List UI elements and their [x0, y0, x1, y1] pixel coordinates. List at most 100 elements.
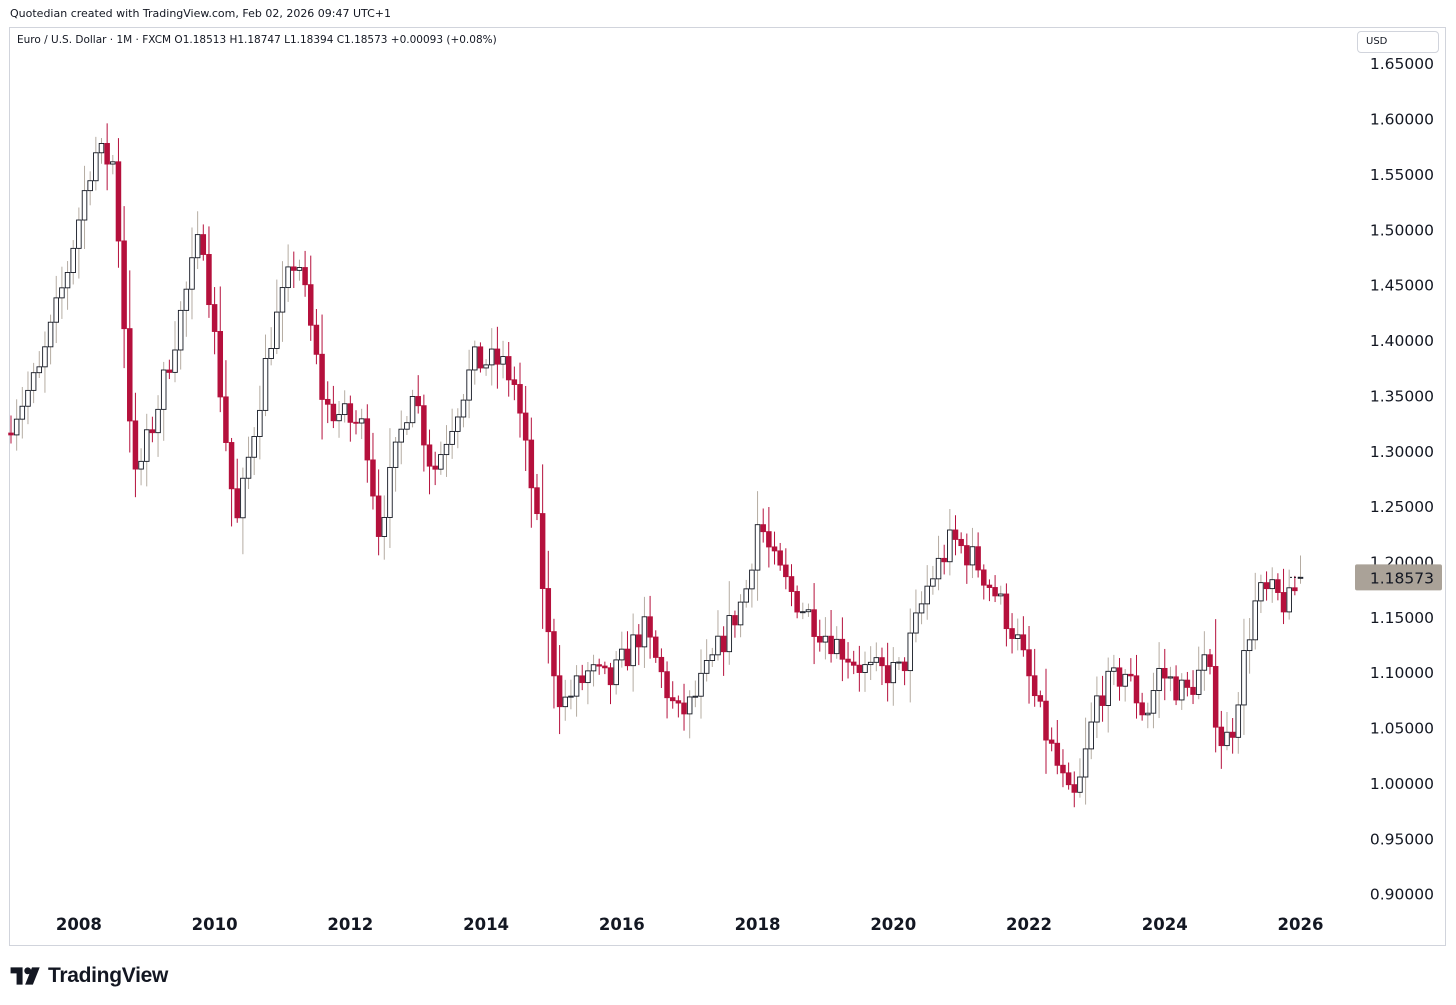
candle-body	[969, 546, 976, 566]
candle	[556, 645, 563, 735]
candle-body	[358, 418, 365, 424]
candle-body	[647, 616, 653, 638]
candle	[845, 642, 851, 679]
candle-body	[274, 311, 280, 349]
candle	[720, 626, 727, 676]
candle	[449, 408, 455, 459]
candle	[1014, 618, 1021, 651]
candle-body	[958, 538, 964, 547]
candle	[477, 342, 484, 373]
candle	[121, 206, 127, 369]
candle-body	[183, 288, 190, 311]
candle	[1037, 690, 1044, 708]
candle	[223, 360, 229, 452]
candle-body	[409, 396, 416, 424]
candle	[1235, 692, 1242, 754]
candle-body	[251, 436, 257, 458]
candle	[596, 658, 602, 675]
candle-body	[517, 384, 523, 414]
candle	[53, 275, 59, 344]
candle	[975, 532, 981, 578]
candle	[415, 375, 421, 414]
candle	[1060, 749, 1066, 788]
candle	[1286, 569, 1292, 620]
candle	[268, 327, 274, 366]
candle	[409, 389, 416, 428]
candle-body	[1173, 676, 1179, 701]
candle-body	[138, 460, 144, 470]
candle-body	[449, 430, 455, 445]
candle	[375, 469, 382, 556]
candle-body	[839, 638, 846, 660]
candle	[262, 334, 269, 417]
candle-body	[528, 439, 535, 489]
candle-body	[42, 346, 48, 368]
candle	[194, 211, 201, 270]
currency-button[interactable]: USD	[1357, 31, 1439, 53]
candle	[143, 413, 150, 487]
candle-body	[602, 665, 608, 669]
candle-body	[551, 631, 557, 677]
candle-body	[1026, 649, 1032, 677]
candle	[743, 579, 749, 608]
candle-body	[539, 513, 546, 589]
candle-body	[223, 396, 229, 443]
candle	[867, 646, 874, 681]
candle-body	[211, 304, 218, 332]
candle	[240, 467, 246, 555]
candle	[997, 585, 1004, 605]
candle	[590, 654, 597, 687]
candle-body	[166, 369, 173, 373]
candle-body	[291, 266, 297, 271]
candle	[850, 650, 857, 675]
candle-body	[19, 405, 26, 420]
candle-body	[607, 667, 614, 686]
x-axis-tick-label: 2020	[870, 915, 916, 934]
candle-body	[636, 634, 642, 648]
candle-body	[59, 287, 65, 299]
candle	[1111, 654, 1117, 686]
candle-body	[890, 661, 897, 684]
candle	[460, 393, 467, 428]
candle	[1088, 702, 1094, 760]
candle	[228, 437, 235, 527]
candle	[800, 602, 806, 620]
candle	[981, 564, 987, 600]
candle	[522, 385, 529, 472]
candle-body	[1167, 676, 1174, 679]
candle	[1201, 631, 1208, 691]
candle	[624, 631, 631, 671]
candle	[1009, 613, 1015, 654]
candle-body	[194, 234, 201, 259]
candle-body	[703, 660, 710, 674]
y-axis-tick-label: 1.30000	[1370, 443, 1434, 461]
candle	[330, 385, 337, 429]
candle-body	[856, 664, 863, 673]
candle	[200, 224, 207, 261]
candle	[358, 408, 365, 440]
candle	[127, 270, 133, 453]
candle	[511, 366, 518, 401]
candle	[392, 437, 399, 492]
candle-body	[1071, 784, 1078, 793]
candle	[879, 647, 885, 686]
candle-body	[488, 348, 495, 366]
tradingview-logo[interactable]: TradingView	[10, 962, 168, 990]
candle-body	[749, 569, 755, 590]
candle-body	[336, 414, 342, 422]
candle-body	[240, 477, 246, 519]
candle-body	[104, 142, 110, 165]
candle	[1105, 657, 1111, 733]
candle-body	[579, 675, 585, 684]
candle-body	[596, 664, 602, 667]
candle	[421, 394, 427, 472]
candle-body	[262, 358, 269, 411]
candle	[1195, 646, 1202, 700]
y-axis-tick-label: 1.40000	[1370, 332, 1434, 350]
candle	[664, 661, 670, 719]
candle-body	[466, 369, 472, 401]
candle	[771, 531, 778, 565]
candle	[98, 138, 105, 164]
candle	[828, 609, 834, 663]
